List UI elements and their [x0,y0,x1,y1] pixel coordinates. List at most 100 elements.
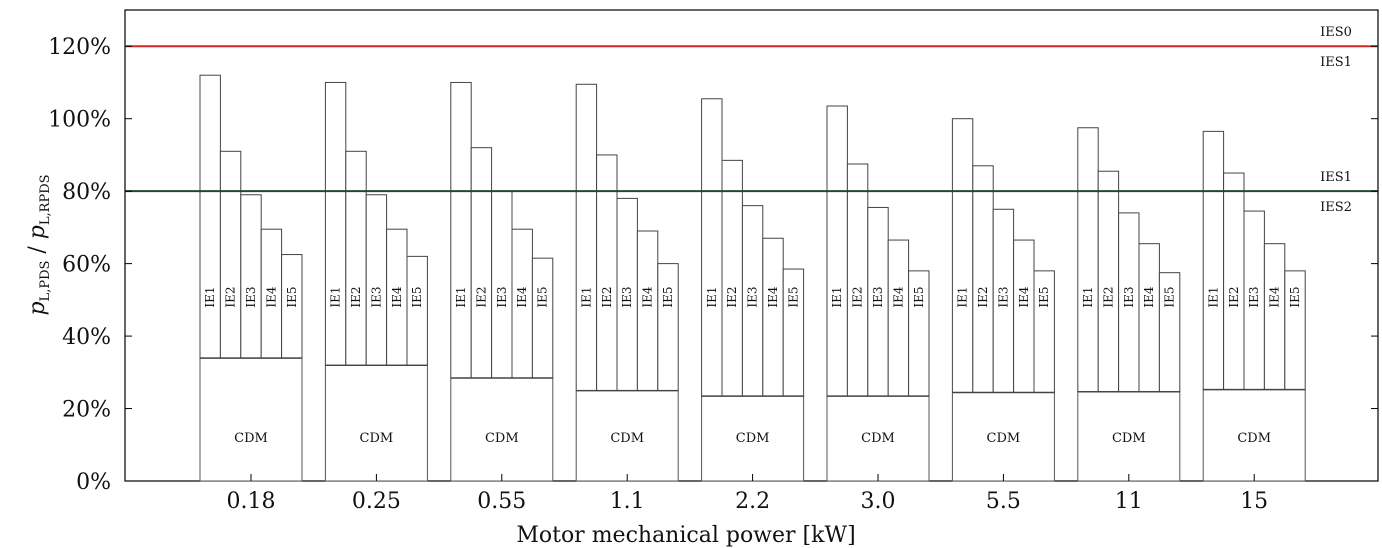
ie-bar-label: IE2 [474,286,488,307]
ie-bar-label: IE3 [871,286,885,307]
x-axis-label: Motor mechanical power [kW] [516,523,855,548]
ie-bar [470,147,493,379]
y-axis-label: pL,PDS / pL,RPDS [25,174,53,315]
ie-bar-label: IE4 [1142,286,1156,308]
y-tick-label: 0% [76,470,111,495]
ie-bar [782,268,805,397]
x-tick-label: 0.55 [477,489,526,514]
ie-bar-label: IE1 [1081,286,1095,307]
y-axis-label-main-2: p [25,225,50,239]
ies-label-below: IES2 [1320,200,1352,215]
cdm-label: CDM [861,431,895,446]
x-tick-label: 3.0 [861,489,896,514]
ie-bar [345,150,367,366]
ie-bar-label: IE3 [1247,286,1261,307]
ie-bar-label: IE2 [725,286,739,307]
ie-bar [972,165,994,393]
ie-bar-label: IE1 [579,286,593,307]
ie-bar-label: IE4 [641,286,655,308]
cdm-bar [575,389,679,482]
ie-bar [491,190,513,379]
ie-bar-label: IE2 [600,286,614,307]
ie-bar-label: IE4 [1017,286,1031,308]
ie-bar [701,98,723,397]
cdm-bar [324,364,428,482]
ie-bar-label: IE1 [705,286,719,307]
ie-bar-label: IE5 [285,286,299,307]
ie-bar [575,83,598,391]
ie-bar [219,150,242,359]
ie-bar-label: IE4 [1268,286,1282,308]
ie-bar [657,263,679,391]
ie-bar-label: IE3 [746,286,760,307]
ie-bar [1033,270,1055,393]
ie-bar [1138,243,1160,393]
ie-bar [721,159,743,397]
ie-bar-label: IE5 [1288,286,1302,307]
ie-bar [1158,272,1181,393]
ie-bar-label: IE5 [786,286,800,307]
ie-bar [636,230,659,391]
ie-bar [762,237,784,397]
ie-bar-label: IE3 [620,286,634,307]
ie-bar [406,255,428,366]
ie-bar-label: IE1 [203,286,217,307]
ie-bar [365,194,388,366]
ie-bar-label: IE4 [390,286,404,308]
y-axis-label-main-1: p [25,301,50,315]
ie-bar [1263,243,1286,390]
ie-bar [199,74,221,359]
x-tick-label: 1.1 [610,489,645,514]
ie-bar [281,254,303,359]
cdm-bar [701,395,805,482]
ie-bar [1097,170,1120,393]
ie-bar-label: IE3 [369,286,383,307]
ie-bar-label: IE4 [891,286,905,308]
ie-bar [887,239,910,397]
cdm-bar [199,357,303,482]
cdm-label: CDM [360,431,394,446]
cdm-label: CDM [736,431,770,446]
ie-bar-label: IE2 [349,286,363,307]
cdm-bar [951,391,1055,482]
ie-bar-label: IE1 [454,286,468,307]
y-axis-label-sub-2: L,RPDS [38,174,53,225]
cdm-label: CDM [610,431,644,446]
y-axis-label-separator: / [25,239,50,260]
y-tick-label: 100% [48,108,111,133]
ie-bar-label: IE3 [1122,286,1136,307]
ie-bar-label: IE4 [515,286,529,308]
ie-bar [908,270,930,397]
y-tick-label: 20% [62,398,111,423]
ie-bar-label: IE3 [495,286,509,307]
cdm-label: CDM [1112,431,1146,446]
y-tick-label: 40% [62,325,111,350]
ie-bar-label: IE1 [329,286,343,307]
ies-label-above: IES0 [1320,25,1352,40]
x-tick-label: 0.25 [352,489,401,514]
x-tick-label: 5.5 [986,489,1021,514]
ie-bar [1202,130,1225,390]
ie-bar [1223,172,1245,390]
ie-bar-label: IE5 [1163,286,1177,307]
ie-bar-label: IE5 [1037,286,1051,307]
cdm-bar [826,395,930,482]
ie-bar-label: IE1 [1206,286,1220,307]
y-tick-label: 120% [48,35,111,60]
y-tick-label: 80% [62,180,111,205]
ie-bar-label: IE3 [996,286,1010,307]
y-axis-label-sub-1: L,PDS [38,261,53,302]
cdm-bar [1077,391,1181,482]
ie-bar-label: IE2 [851,286,865,307]
cdm-bar [450,377,554,482]
x-tick-label: 2.2 [735,489,770,514]
ie-bar [324,81,347,366]
cdm-label: CDM [987,431,1021,446]
x-tick-label: 0.18 [227,489,276,514]
ie-bar-label: IE5 [536,286,550,307]
ie-bar-label: IE5 [661,286,675,307]
ie-bar [1284,270,1306,390]
ie-bar-label: IE2 [1227,286,1241,307]
ie-bar [846,163,869,397]
